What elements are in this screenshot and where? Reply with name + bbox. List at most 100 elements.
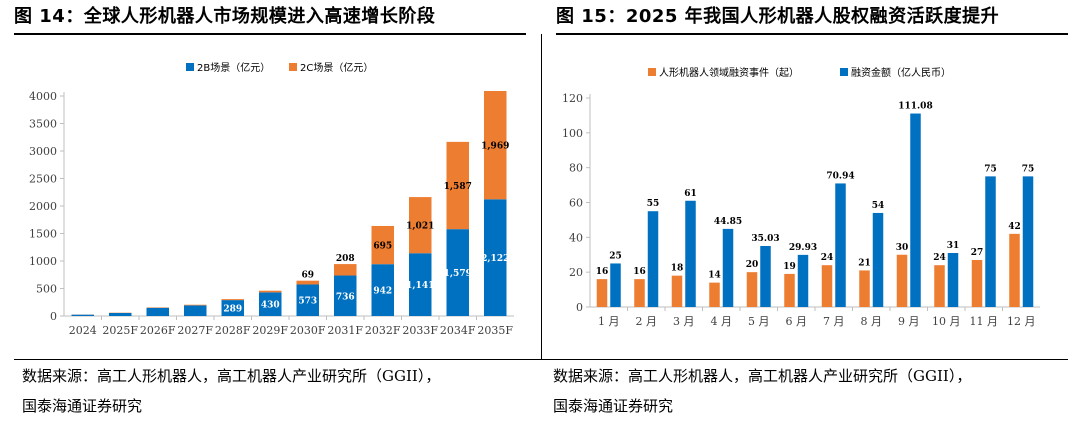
bar-financing-amount [797,254,809,307]
x-tick-label: 2 月 [636,315,658,328]
bar-value-label: 42 [1008,222,1021,232]
bar-value-label: 111.08 [898,102,932,112]
x-tick-label: 2033F [402,324,438,337]
x-tick-label: 2028F [215,324,251,337]
bar-value-label: 14 [708,271,721,281]
bar-financing-amount [835,183,846,307]
x-tick-label: 2026F [140,324,176,337]
bar-value-label: 208 [336,254,355,264]
bar-financing-events [971,259,983,307]
legend-label: 2C场景（亿元） [300,61,373,74]
bar-value-label: 24 [821,253,834,263]
x-tick-label: 7 月 [823,315,845,328]
legend-swatch [289,63,297,71]
y-tick-label: 1000 [29,255,57,268]
bar-value-label: 69 [301,271,314,281]
bar-2b [71,314,94,316]
x-tick-label: 2029F [252,324,288,337]
bar-value-label: 54 [872,201,885,211]
y-tick-label: 20 [569,266,583,279]
bar-2b [409,253,432,316]
x-tick-label: 2032F [365,324,401,337]
left-source-line-2: 国泰海通证券研究 [22,397,143,415]
bar-value-label: 942 [373,287,392,297]
bar-financing-events [1009,233,1020,307]
y-tick-label: 0 [576,301,583,314]
bar-2b [184,305,207,316]
y-tick-label: 3500 [29,118,57,131]
bar-2c [334,264,357,276]
bar-financing-amount [722,228,734,307]
left-chart-title: 图 14：全球人形机器人市场规模进入高速增长阶段 [14,6,436,27]
bar-2b [259,292,282,316]
bar-value-label: 55 [647,199,660,209]
bar-financing-amount [685,200,696,307]
x-tick-label: 11 月 [970,315,999,328]
bar-value-label: 16 [596,267,609,277]
bar-value-label: 1,969 [481,142,509,152]
right-source-line-1: 数据来源：高工人形机器人，高工机器人产业研究所（GGII）， [553,367,972,385]
y-tick-label: 120 [562,92,583,105]
x-tick-label: 9 月 [898,315,920,328]
legend-label: 融资金额（亿人民币） [851,66,951,79]
left-source-note: 数据来源：高工人形机器人，高工机器人产业研究所（GGII）， 国泰海通证券研究 [22,361,440,421]
x-tick-label: 4 月 [711,315,733,328]
bar-financing-events [934,265,945,307]
y-tick-label: 60 [569,197,583,210]
bar-value-label: 289 [223,305,242,315]
legend-label: 人形机器人领域融资事件（起） [659,66,799,79]
y-tick-label: 4000 [29,90,57,103]
x-tick-label: 10 月 [932,315,961,328]
x-tick-label: 8 月 [861,315,883,328]
left-title-rule [14,33,526,35]
bar-value-label: 1,587 [444,182,472,192]
bar-2b [484,199,507,316]
legend-swatch [186,63,194,71]
bar-value-label: 430 [261,301,280,311]
left-stacked-bar-chart: 0 500 1000 1500 2000 2500 3000 3500 4000 2024 2025… [29,61,514,337]
x-tick-label: 12 月 [1007,315,1036,328]
right-title-rule [556,33,1068,35]
bar-2c [409,197,432,254]
x-tick-label: 2035F [477,324,513,337]
x-tick-label: 3 月 [673,315,695,328]
bar-financing-events [709,282,720,307]
bar-2c [296,280,319,285]
right-source-note: 数据来源：高工人形机器人，高工机器人产业研究所（GGII）， 国泰海通证券研究 [553,361,971,421]
right-source-line-2: 国泰海通证券研究 [553,397,674,415]
bar-value-label: 44.85 [714,217,742,227]
bar-value-label: 573 [298,297,317,307]
bar-value-label: 695 [373,242,392,252]
y-tick-label: 0 [50,310,57,323]
y-tick-label: 1500 [29,228,57,241]
bar-value-label: 27 [971,248,984,258]
bar-financing-amount [872,212,884,307]
source-rule [14,359,1068,360]
bar-financing-amount [647,211,659,307]
bar-2b [296,284,319,316]
left-source-line-1: 数据来源：高工人形机器人，高工机器人产业研究所（GGII）， [22,367,441,385]
bar-value-label: 24 [933,253,946,263]
bar-financing-events [671,275,683,307]
bar-2c [446,141,469,230]
bar-2b [446,229,469,316]
right-chart-title: 图 15：2025 年我国人形机器人股权融资活跃度提升 [556,6,1000,27]
y-tick-label: 100 [562,127,583,140]
bar-financing-events [746,272,758,307]
bar-2b [334,275,357,316]
bar-value-label: 20 [746,260,759,270]
legend-label: 2B场景（亿元） [197,61,270,74]
bar-value-label: 35.03 [751,234,779,244]
y-tick-label: 80 [569,162,583,175]
x-tick-label: 2030F [290,324,326,337]
y-tick-label: 500 [36,283,57,296]
bar-financing-amount [610,263,621,307]
bar-value-label: 736 [336,292,355,302]
bar-financing-events [896,254,908,307]
bar-2c [371,225,394,265]
bar-value-label: 70.94 [826,171,854,181]
bar-financing-events [596,279,608,307]
bar-value-label: 16 [633,267,646,277]
bar-value-label: 29.93 [789,243,817,253]
legend-swatch [648,68,656,76]
